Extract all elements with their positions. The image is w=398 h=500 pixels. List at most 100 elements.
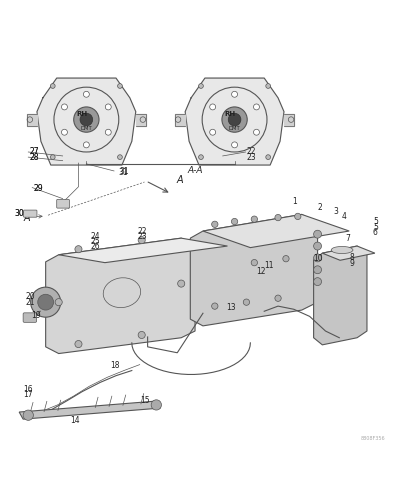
Text: 21: 21 (25, 298, 35, 306)
Text: 15: 15 (140, 396, 149, 406)
Text: 6: 6 (373, 228, 378, 237)
Text: 30: 30 (14, 209, 24, 218)
FancyBboxPatch shape (57, 200, 69, 208)
Circle shape (75, 246, 82, 253)
Circle shape (210, 104, 216, 110)
Text: DMT: DMT (80, 126, 92, 131)
Text: 5: 5 (373, 217, 378, 226)
Circle shape (314, 266, 322, 274)
FancyBboxPatch shape (23, 313, 37, 322)
Text: 29: 29 (34, 184, 43, 193)
Circle shape (51, 84, 55, 88)
Circle shape (212, 221, 218, 228)
Polygon shape (203, 214, 349, 248)
Circle shape (199, 155, 203, 160)
Circle shape (283, 256, 289, 262)
Text: 20: 20 (25, 292, 35, 301)
Text: 28: 28 (30, 152, 39, 162)
Polygon shape (136, 114, 146, 126)
Text: DMT: DMT (229, 126, 240, 131)
Text: 14: 14 (70, 416, 80, 425)
Polygon shape (175, 114, 185, 126)
Text: 22: 22 (138, 226, 147, 235)
Circle shape (105, 104, 111, 110)
Circle shape (266, 84, 271, 88)
Circle shape (62, 104, 67, 110)
Circle shape (105, 130, 111, 135)
Polygon shape (314, 246, 367, 345)
Polygon shape (284, 114, 294, 126)
Circle shape (199, 84, 203, 88)
Circle shape (314, 254, 322, 262)
Circle shape (84, 142, 89, 148)
FancyBboxPatch shape (23, 210, 37, 217)
Circle shape (254, 104, 259, 110)
Text: 8: 8 (349, 254, 354, 262)
Text: 30: 30 (14, 209, 24, 218)
Circle shape (275, 214, 281, 221)
Text: 11: 11 (264, 262, 274, 270)
Text: RH: RH (224, 111, 235, 117)
Text: 1: 1 (292, 198, 297, 206)
Circle shape (314, 242, 322, 250)
Text: 19: 19 (31, 310, 41, 320)
Polygon shape (37, 78, 136, 165)
Circle shape (178, 280, 185, 287)
Text: 29: 29 (34, 184, 43, 193)
Circle shape (314, 278, 322, 285)
Text: 31: 31 (118, 168, 128, 176)
Circle shape (151, 400, 162, 410)
Text: 2: 2 (318, 203, 322, 212)
Ellipse shape (331, 246, 353, 254)
Circle shape (55, 298, 62, 306)
Circle shape (243, 299, 250, 306)
Circle shape (210, 130, 216, 135)
Circle shape (62, 130, 67, 135)
Circle shape (295, 213, 301, 220)
Text: 18: 18 (110, 361, 119, 370)
Circle shape (138, 236, 145, 244)
Text: 26: 26 (90, 242, 100, 251)
Circle shape (254, 130, 259, 135)
Text: 10: 10 (314, 254, 323, 263)
Circle shape (117, 155, 122, 160)
Text: 23: 23 (138, 232, 147, 240)
Text: 31: 31 (119, 167, 129, 176)
Text: 23: 23 (246, 152, 256, 162)
Circle shape (212, 303, 218, 310)
Polygon shape (185, 78, 284, 165)
Text: 28: 28 (30, 152, 39, 162)
Text: 22: 22 (246, 148, 256, 156)
Circle shape (38, 294, 54, 310)
Text: A: A (177, 174, 183, 184)
Circle shape (228, 114, 241, 126)
Text: 7: 7 (345, 234, 350, 242)
Text: 5: 5 (373, 222, 378, 232)
Text: 16: 16 (23, 384, 33, 394)
Circle shape (51, 155, 55, 160)
Text: 4: 4 (341, 212, 346, 221)
Text: A-A: A-A (187, 166, 203, 175)
Polygon shape (59, 238, 227, 262)
Polygon shape (19, 401, 160, 419)
Text: 8808F356: 8808F356 (360, 436, 385, 442)
Text: 13: 13 (227, 303, 236, 312)
Circle shape (314, 230, 322, 238)
Polygon shape (27, 114, 37, 126)
Text: 27: 27 (30, 148, 39, 156)
Polygon shape (190, 214, 318, 326)
Circle shape (266, 155, 271, 160)
Circle shape (232, 142, 238, 148)
Circle shape (251, 216, 258, 222)
Text: A: A (24, 212, 30, 222)
Circle shape (138, 332, 145, 338)
Text: 25: 25 (90, 237, 100, 246)
Text: 9: 9 (349, 258, 354, 268)
Circle shape (275, 295, 281, 302)
Text: 24: 24 (90, 232, 100, 240)
Polygon shape (46, 238, 195, 354)
Circle shape (31, 287, 60, 317)
Circle shape (232, 92, 238, 97)
Text: 12: 12 (256, 267, 266, 276)
Circle shape (80, 114, 93, 126)
